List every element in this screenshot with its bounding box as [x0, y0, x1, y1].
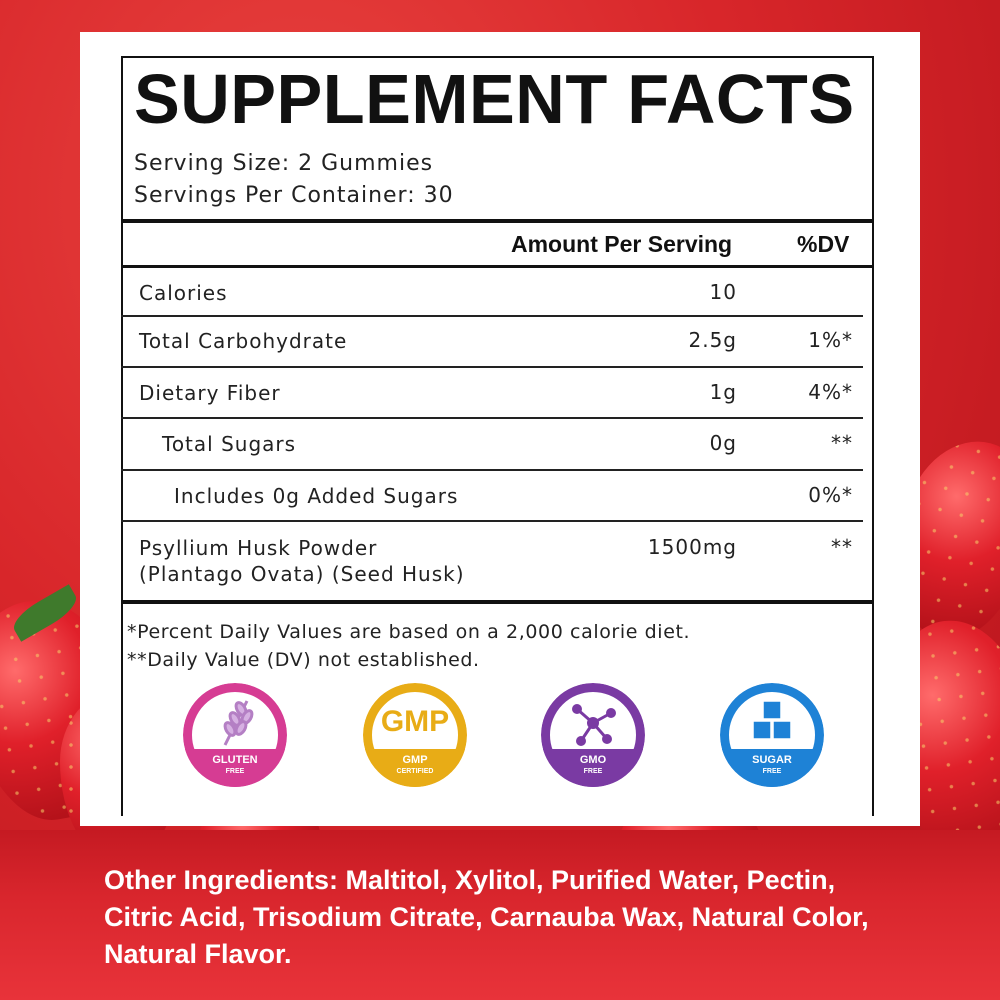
row-divider — [121, 520, 863, 522]
row-label: Psyllium Husk Powder — [139, 536, 378, 560]
sugar-cubes-icon — [752, 700, 792, 740]
row-amount: 1500mg — [647, 535, 737, 559]
row-amount: 2.5g — [688, 328, 737, 352]
footnote-not-established: **Daily Value (DV) not established. — [127, 649, 480, 671]
header-amount: Amount Per Serving — [511, 231, 733, 257]
table-surface — [0, 830, 1000, 1000]
header-rule-bottom — [121, 265, 874, 268]
row-label: Includes 0g Added Sugars — [174, 484, 459, 508]
row-label: Dietary Fiber — [139, 381, 281, 405]
row-divider — [121, 366, 863, 368]
row-dv: 4%* — [808, 380, 853, 404]
wheat-icon — [223, 700, 254, 746]
gmo-free-badge: GMO FREE — [541, 683, 645, 787]
badge-line2: CERTIFIED — [396, 768, 434, 775]
panel-title: SUPPLEMENT FACTS — [134, 60, 855, 138]
row-label: Calories — [139, 281, 228, 305]
badge-line1: GMP — [402, 754, 428, 766]
badge-line2: FREE — [762, 768, 782, 775]
gluten-free-badge: GLUTEN FREE — [183, 683, 287, 787]
row-label-sub: (Plantago Ovata) (Seed Husk) — [139, 562, 465, 586]
serving-size: Serving Size: 2 Gummies — [134, 151, 434, 176]
row-amount: 0g — [709, 431, 737, 455]
row-label: Total Sugars — [162, 432, 297, 456]
row-dv: 1%* — [808, 328, 853, 352]
header-rule-top — [121, 219, 874, 223]
row-dv: ** — [831, 535, 853, 559]
other-ingredients: Other Ingredients: Maltitol, Xylitol, Pu… — [104, 865, 869, 969]
row-label: Total Carbohydrate — [139, 329, 348, 353]
gmp-certified-badge: GMP GMP CERTIFIED — [363, 683, 467, 787]
header-dv: %DV — [797, 231, 850, 257]
molecule-icon — [572, 704, 616, 746]
badge-line2: FREE — [583, 768, 603, 775]
badge-line1: SUGAR — [752, 754, 792, 766]
row-dv: ** — [831, 431, 853, 455]
servings-per-container: Servings Per Container: 30 — [134, 183, 454, 208]
footnote-dv: *Percent Daily Values are based on a 2,0… — [127, 621, 691, 643]
badge-line2: FREE — [225, 768, 245, 775]
row-divider — [121, 417, 863, 419]
sugar-free-badge: SUGAR FREE — [720, 683, 824, 787]
table-rule-bottom — [121, 600, 874, 604]
row-divider — [121, 469, 863, 471]
row-amount: 10 — [709, 280, 737, 304]
row-dv: 0%* — [808, 483, 853, 507]
badge-line1: GMO — [579, 754, 607, 766]
row-amount: 1g — [709, 380, 737, 404]
gmp-icon: GMP — [380, 705, 450, 738]
row-divider — [121, 315, 863, 317]
panel-border — [121, 56, 874, 816]
badge-line1: GLUTEN — [212, 754, 258, 766]
